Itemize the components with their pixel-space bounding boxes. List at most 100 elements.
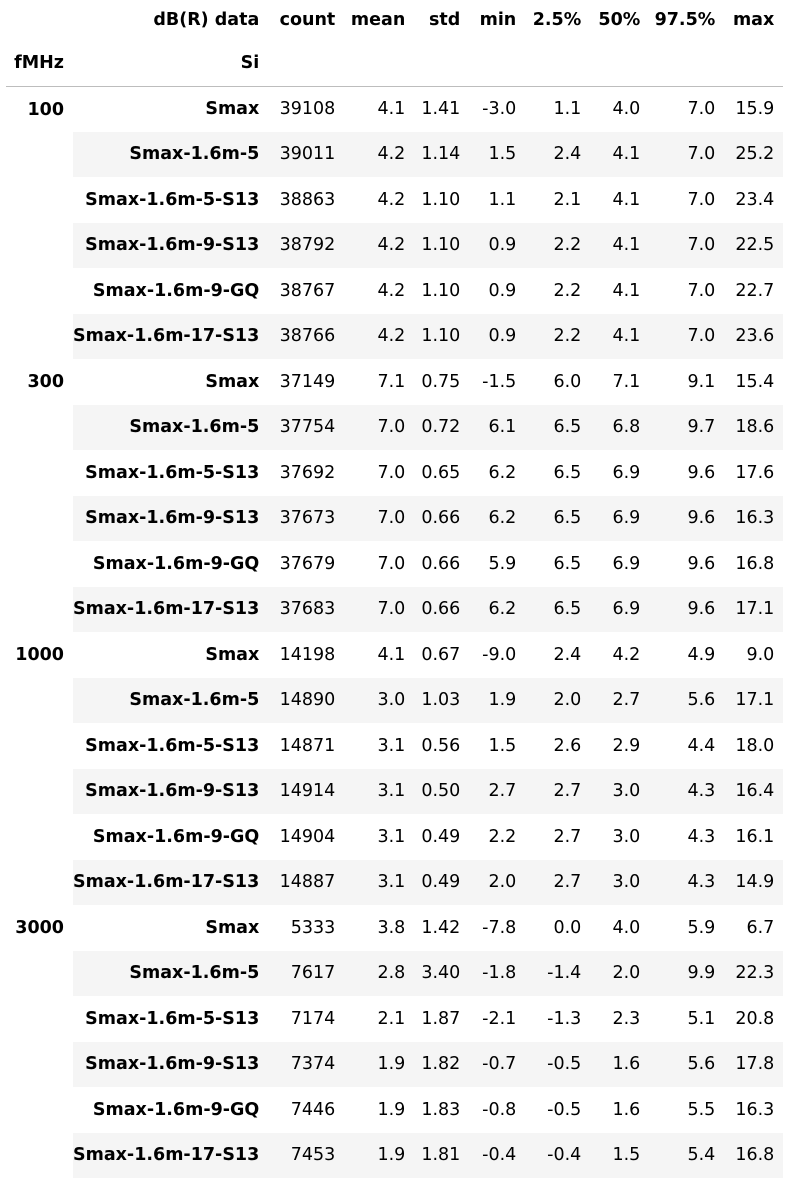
cell-50pct: 2.7 [590, 677, 650, 723]
table-row: Smax-1.6m-9-S13 37673 7.0 0.66 6.2 6.5 6.9 9.6 1… [6, 495, 784, 541]
cell-97.5pct: 9.6 [649, 586, 725, 632]
cell-min: -3.0 [482, 99, 517, 119]
si-label: Smax-1.6m-5 [73, 950, 269, 996]
cell-97.5pct: 9.9 [649, 950, 725, 996]
cell-max: 16.3 [724, 495, 784, 541]
cell-97.5pct: 4.4 [687, 735, 716, 756]
cell-min: 6.1 [469, 404, 526, 450]
cell-2.5pct: 2.6 [553, 735, 582, 756]
index-name-blank [649, 40, 725, 87]
cell-max: 14.9 [724, 859, 784, 905]
cell-97.5pct: 9.1 [687, 371, 716, 392]
cell-mean: 4.2 [344, 222, 415, 268]
cell-count: 7174 [290, 1008, 336, 1029]
cell-2.5pct: 2.7 [525, 859, 591, 905]
index-name-blank [414, 40, 470, 87]
cell-97.5pct: 7.0 [649, 222, 725, 268]
column-header-count: count [279, 10, 336, 30]
cell-50pct: 4.1 [612, 280, 641, 301]
cell-mean: 4.2 [377, 280, 406, 301]
cell-std: 1.42 [421, 917, 461, 938]
cell-2.5pct: -0.4 [525, 1132, 591, 1178]
cell-97.5pct: 4.9 [687, 644, 716, 665]
cell-min: -0.8 [482, 1099, 517, 1120]
cell-count: 39011 [268, 131, 345, 177]
cell-count: 14871 [279, 735, 336, 756]
cell-count: 38767 [279, 280, 336, 301]
cell-97.5pct: 7.0 [687, 189, 716, 210]
si-label: Smax-1.6m-5 [73, 131, 269, 177]
cell-97.5pct: 5.1 [687, 1008, 716, 1029]
cell-count: 7446 [290, 1099, 336, 1120]
cell-min: 1.9 [469, 677, 526, 723]
cell-mean: 7.0 [344, 586, 415, 632]
cell-std: 0.66 [414, 495, 470, 541]
table-row: Smax-1.6m-9-GQ 7446 1.9 1.83 -0.8 -0.5 1.6 5.5 1… [6, 1087, 783, 1133]
table-row: Smax-1.6m-9-GQ 38767 4.2 1.10 0.9 2.2 4.1 7.0 22… [6, 268, 783, 314]
si-label: Smax-1.6m-17-S13 [73, 586, 269, 632]
cell-97.5pct: 5.5 [687, 1099, 716, 1120]
cell-std: 1.82 [414, 1041, 470, 1087]
cell-2.5pct: 2.2 [553, 280, 582, 301]
cell-max: 16.3 [735, 1099, 775, 1120]
cell-50pct: 2.3 [612, 1008, 641, 1029]
cell-max: 22.5 [724, 222, 784, 268]
cell-min: 6.2 [469, 495, 526, 541]
cell-50pct: 1.6 [612, 1099, 641, 1120]
cell-97.5pct: 7.0 [649, 313, 725, 359]
cell-count: 14914 [268, 768, 345, 814]
cell-min: -9.0 [482, 644, 517, 665]
cell-std: 1.41 [421, 99, 461, 119]
table-row: Smax-1.6m-5 39011 4.2 1.14 1.5 2.4 4.1 7.0 25.2 [6, 131, 784, 177]
table-row: Smax-1.6m-17-S13 14887 3.1 0.49 2.0 2.7 3.0 4.3… [6, 859, 784, 905]
cell-count: 37673 [268, 495, 345, 541]
table-row: 100 Smax 39108 4.1 1.41 -3.0 1.1 4.0 7.0 15.9 [6, 86, 783, 359]
cell-min: -2.1 [482, 1008, 517, 1029]
cell-count: 38792 [268, 222, 345, 268]
cell-50pct: 6.8 [590, 404, 650, 450]
si-label: Smax-1.6m-9-GQ [92, 1099, 260, 1120]
cell-std: 3.40 [414, 950, 470, 996]
cell-std: 0.72 [414, 404, 470, 450]
cell-min: 1.1 [488, 189, 517, 210]
cell-2.5pct: 6.5 [553, 462, 582, 483]
cell-2.5pct: 2.1 [553, 189, 582, 210]
index-name-fmhz: fMHz [6, 40, 73, 87]
column-header-min: min [479, 10, 517, 30]
cell-97.5pct: 4.3 [649, 859, 725, 905]
column-header-max: max [732, 10, 775, 30]
cell-std: 1.87 [421, 1008, 461, 1029]
si-label: Smax [205, 917, 260, 938]
cell-max: 17.1 [724, 586, 784, 632]
cell-mean: 7.0 [377, 462, 406, 483]
cell-50pct: 4.0 [612, 917, 641, 938]
cell-max: 17.8 [724, 1041, 784, 1087]
index-name-blank [525, 40, 591, 87]
si-label: Smax-1.6m-9-GQ [92, 280, 260, 301]
cell-2.5pct: 2.7 [525, 768, 591, 814]
cell-min: -1.8 [469, 950, 526, 996]
cell-2.5pct: -1.3 [547, 1008, 582, 1029]
cell-mean: 7.1 [377, 371, 406, 392]
cell-50pct: 4.1 [590, 222, 650, 268]
cell-97.5pct: 5.6 [649, 677, 725, 723]
cell-max: 22.7 [735, 280, 775, 301]
table-header: dB(R) data count mean std min 2.5% 50% 9… [6, 0, 784, 87]
si-label: Smax [205, 371, 260, 392]
cell-std: 1.81 [414, 1132, 470, 1178]
cell-50pct: 7.1 [612, 371, 641, 392]
cell-std: 0.67 [421, 644, 461, 665]
cell-max: 16.4 [724, 768, 784, 814]
cell-min: 6.2 [469, 586, 526, 632]
si-label: Smax-1.6m-17-S13 [73, 313, 269, 359]
cell-2.5pct: 2.0 [525, 677, 591, 723]
cell-50pct: 6.9 [590, 586, 650, 632]
cell-min: 0.9 [488, 280, 517, 301]
cell-50pct: 2.9 [612, 735, 641, 756]
cell-count: 38766 [268, 313, 345, 359]
cell-97.5pct: 9.6 [687, 462, 716, 483]
cell-mean: 4.2 [344, 313, 415, 359]
cell-max: 25.2 [724, 131, 784, 177]
cell-mean: 1.9 [377, 1099, 406, 1120]
cell-2.5pct: 6.5 [525, 404, 591, 450]
